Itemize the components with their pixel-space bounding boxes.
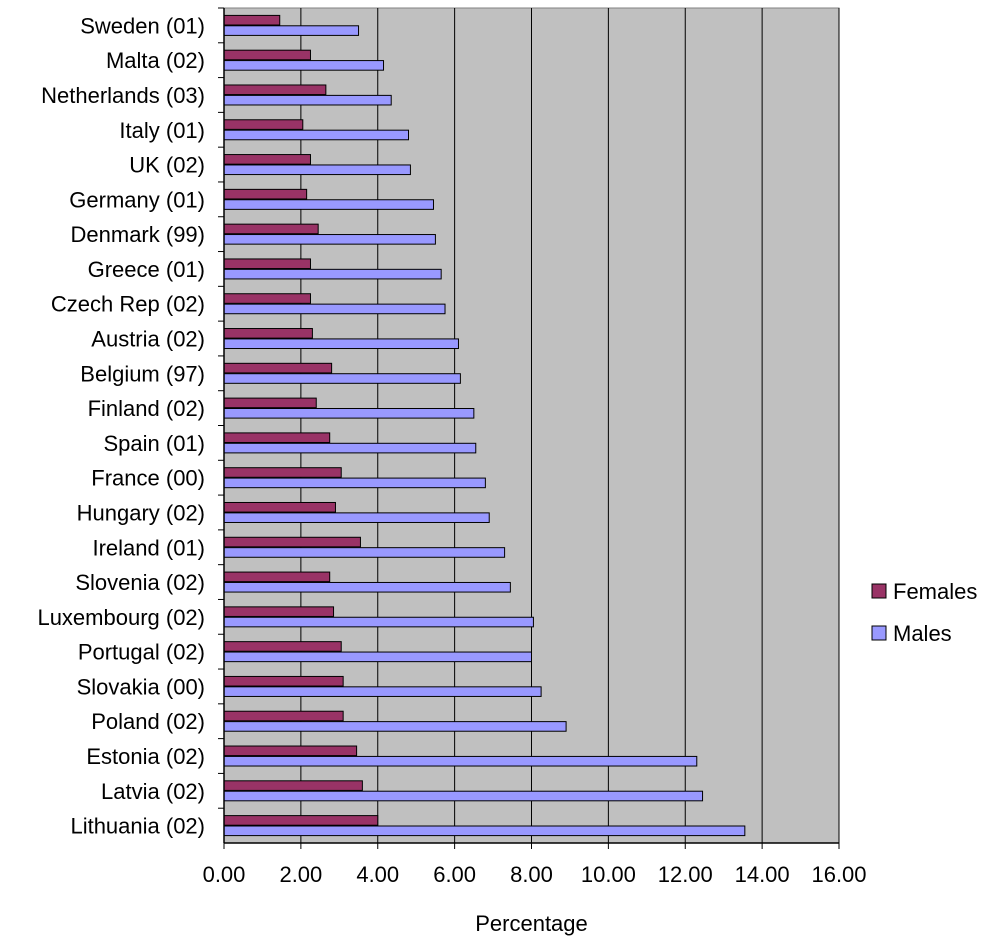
category-label: Austria (02) [91, 327, 205, 352]
category-label: Netherlands (03) [41, 83, 205, 108]
bar-females [223, 154, 311, 165]
bar-males [223, 651, 532, 663]
x-tick-label: 14.00 [735, 862, 790, 887]
category-label: Slovakia (00) [77, 674, 205, 699]
bar-females [223, 328, 313, 339]
category-label: UK (02) [129, 153, 205, 178]
x-tick-label: 12.00 [658, 862, 713, 887]
bar-females [223, 188, 308, 200]
bar-females [223, 780, 363, 791]
bar-males [223, 581, 511, 593]
bar-males [223, 25, 360, 36]
bar-males [223, 94, 392, 106]
x-tick-label: 16.00 [811, 862, 866, 887]
bar-females [223, 745, 358, 757]
category-label: Spain (01) [103, 431, 205, 456]
bar-males [223, 442, 477, 454]
bar-females [223, 501, 336, 513]
x-tick-label: 4.00 [356, 862, 399, 887]
category-label: Denmark (99) [71, 222, 205, 247]
bar-females [223, 14, 281, 26]
x-tick-label: 0.00 [203, 862, 246, 887]
x-tick-label: 2.00 [279, 862, 322, 887]
category-label: Latvia (02) [101, 779, 205, 804]
gridlines [300, 8, 840, 843]
x-axis-title: Percentage [475, 911, 588, 936]
bar-females [223, 536, 361, 548]
category-label: Slovenia (02) [75, 570, 205, 595]
legend-label-females: Females [893, 579, 977, 604]
bar-males [223, 373, 461, 384]
category-label: Poland (02) [91, 709, 205, 734]
legend-swatch-females [871, 583, 887, 599]
bar-females [223, 362, 333, 374]
x-tick-label: 10.00 [581, 862, 636, 887]
category-label: Belgium (97) [80, 361, 205, 386]
bar-males [223, 790, 704, 802]
bar-females [223, 293, 311, 304]
bar-males [223, 268, 442, 280]
bar-males [223, 60, 385, 71]
x-tick-label: 8.00 [510, 862, 553, 887]
bar-males [223, 616, 534, 628]
bar-males [223, 686, 542, 697]
bar-females [223, 84, 327, 96]
category-label: Estonia (02) [86, 744, 205, 769]
bar-females [223, 223, 319, 235]
x-tick-label: 6.00 [433, 862, 476, 887]
category-label: Finland (02) [88, 396, 205, 421]
bar-males [223, 721, 567, 732]
category-label: Hungary (02) [77, 500, 205, 525]
bar-females [223, 258, 311, 270]
legend-swatch-males [871, 625, 887, 641]
bar-males [223, 408, 475, 419]
category-label: Greece (01) [88, 257, 205, 282]
bar-females [223, 432, 331, 443]
bar-females [223, 119, 304, 130]
category-label: Italy (01) [119, 118, 205, 143]
bar-males [223, 234, 436, 245]
category-label: Luxembourg (02) [37, 605, 205, 630]
bar-females [223, 571, 331, 583]
legend-label-males: Males [893, 621, 952, 646]
category-label: Portugal (02) [78, 640, 205, 665]
bar-males [223, 755, 698, 767]
bar-males [223, 129, 409, 141]
bar-females [223, 675, 344, 687]
bar-females [223, 49, 311, 61]
bar-males [223, 303, 446, 315]
bar-females [223, 606, 335, 617]
category-label: Lithuania (02) [70, 814, 205, 839]
legend: Females Males [871, 579, 977, 646]
bar-males [223, 825, 746, 837]
category-label: Ireland (01) [92, 535, 205, 560]
bar-males [223, 338, 459, 350]
x-tick-labels: 0.00 2.00 4.00 6.00 8.00 10.00 12.00 14.00 16.00 [203, 843, 867, 887]
bar-females [223, 641, 342, 652]
category-label: France (00) [91, 466, 205, 491]
category-label: Czech Rep (02) [51, 292, 205, 317]
category-label: Sweden (01) [80, 13, 205, 38]
bar-males [223, 164, 411, 176]
bar-females [223, 467, 342, 478]
category-label: Malta (02) [106, 48, 205, 73]
bar-males [223, 512, 490, 523]
bar-females [223, 710, 344, 722]
bar-males [223, 199, 434, 210]
category-labels: Sweden (01) Malta (02) Netherlands (03) Ita… [37, 7, 224, 839]
bar-males [223, 547, 506, 558]
category-label: Germany (01) [69, 187, 205, 212]
bar-females [223, 397, 317, 409]
bar-males [223, 477, 486, 489]
bar-females [223, 815, 379, 826]
